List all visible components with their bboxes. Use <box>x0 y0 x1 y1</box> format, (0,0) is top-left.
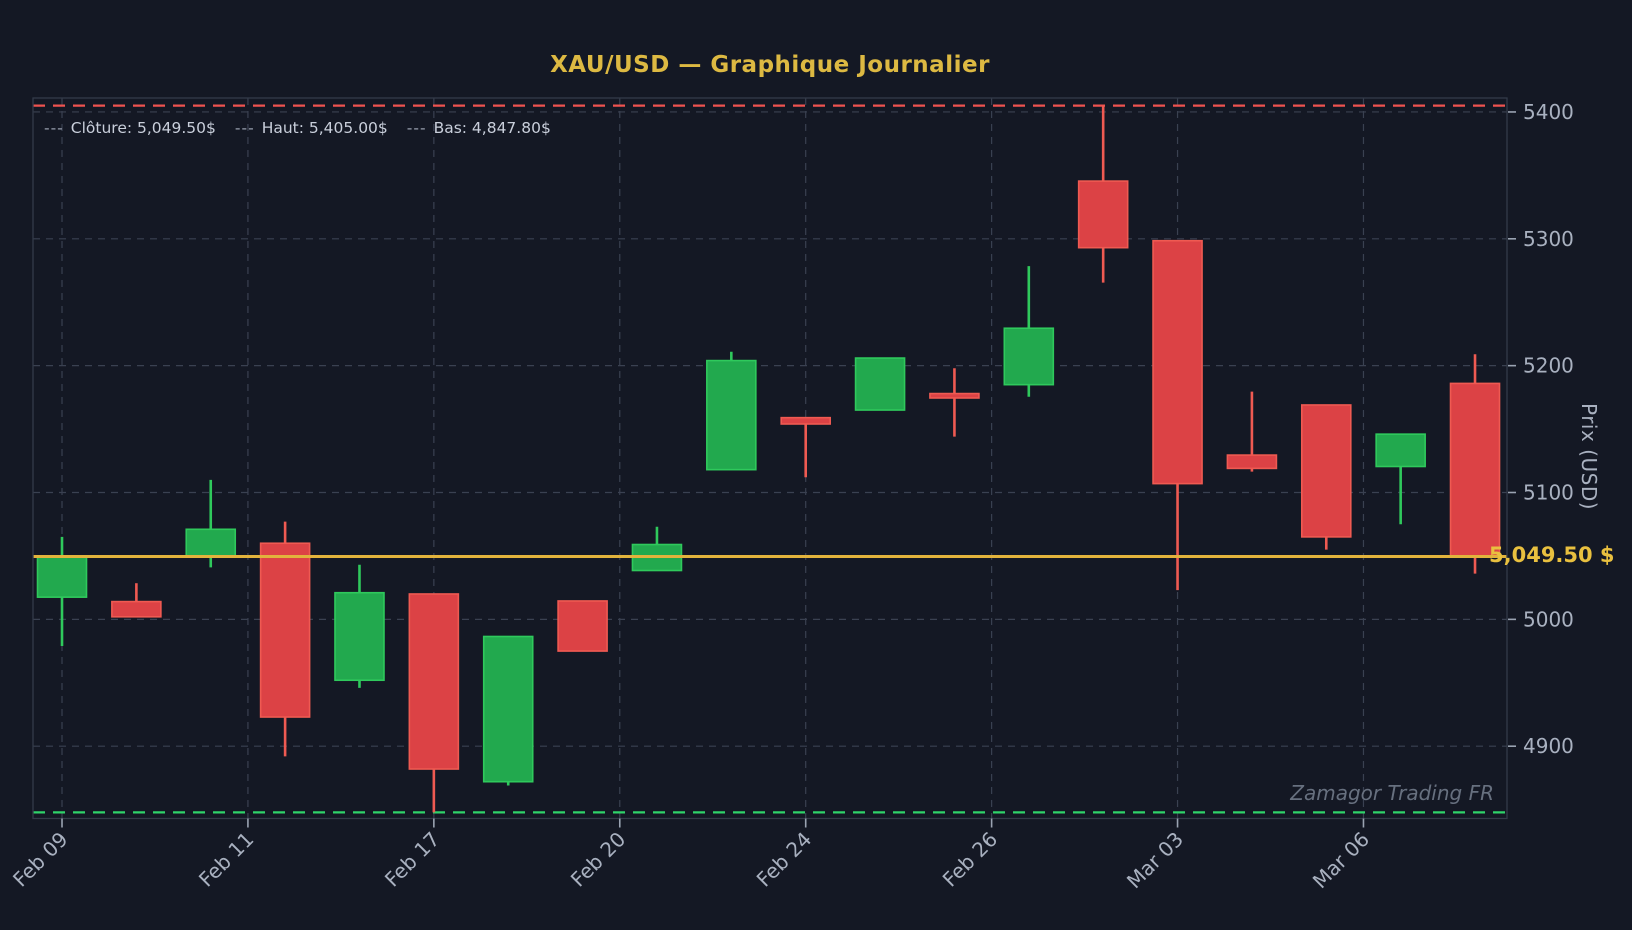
candle-body-up <box>1003 327 1055 386</box>
legend-item-haut: --- Haut: 5,405.00$ <box>235 119 388 137</box>
candle-body-up <box>482 635 534 783</box>
candle-body-down <box>1449 382 1501 558</box>
legend-item-cloture: --- Clôture: 5,049.50$ <box>44 119 216 137</box>
candle-body-up <box>854 357 906 411</box>
legend: --- Clôture: 5,049.50$ --- Haut: 5,405.0… <box>44 119 551 137</box>
x-tick-label: Feb 17 <box>380 827 445 892</box>
candle-body-down <box>408 593 460 770</box>
x-tick-label: Mar 03 <box>1122 827 1188 893</box>
y-tick-label: 5400 <box>1523 100 1574 124</box>
y-tick-label: 5200 <box>1523 354 1574 378</box>
legend-item-label: Clôture: 5,049.50$ <box>70 119 216 137</box>
candle-body-up <box>1375 433 1426 468</box>
y-tick-label: 4900 <box>1523 734 1574 758</box>
candle-body-down <box>929 392 980 399</box>
plot-border <box>32 97 1508 820</box>
candle-body-up <box>706 359 757 471</box>
close-price-tag: 5,049.50 $ <box>1489 543 1615 567</box>
haut-line-swatch: --- <box>234 119 255 137</box>
y-tick-label: 5300 <box>1523 227 1574 251</box>
x-tick-label: Feb 11 <box>194 827 259 892</box>
legend-item-bas: --- Bas: 4,847.80$ <box>407 119 551 137</box>
candle-body-down <box>1152 239 1203 485</box>
candle-body-down <box>259 542 311 718</box>
candle-body-down <box>780 416 831 425</box>
watermark: Zamagor Trading FR <box>1290 781 1494 805</box>
y-axis-label: Prix (USD) <box>1577 403 1601 511</box>
x-tick-label: Feb 26 <box>938 827 1003 892</box>
candle-body-down <box>557 600 608 652</box>
legend-item-label: Haut: 5,405.00$ <box>261 119 388 137</box>
x-tick-label: Mar 06 <box>1308 827 1374 893</box>
bas-line-swatch: --- <box>406 119 427 137</box>
y-tick-label: 5000 <box>1523 607 1574 631</box>
x-tick-label: Feb 09 <box>8 827 73 892</box>
x-tick-label: Feb 20 <box>566 827 631 892</box>
candle-body-down <box>1300 404 1352 538</box>
y-tick-label: 5100 <box>1523 480 1574 504</box>
candle-body-up <box>334 591 385 682</box>
candle-body-down <box>111 600 162 618</box>
cloture-line-swatch: --- <box>44 119 64 137</box>
candle-body-down <box>1077 180 1129 249</box>
candle-body-up <box>185 528 237 557</box>
legend-item-label: Bas: 4,847.80$ <box>433 119 551 137</box>
candle-body-down <box>1226 454 1278 470</box>
x-tick-label: Feb 24 <box>752 827 817 892</box>
chart-title: XAU/USD — Graphique Journalier <box>550 52 990 78</box>
candle-body-up <box>36 555 88 598</box>
